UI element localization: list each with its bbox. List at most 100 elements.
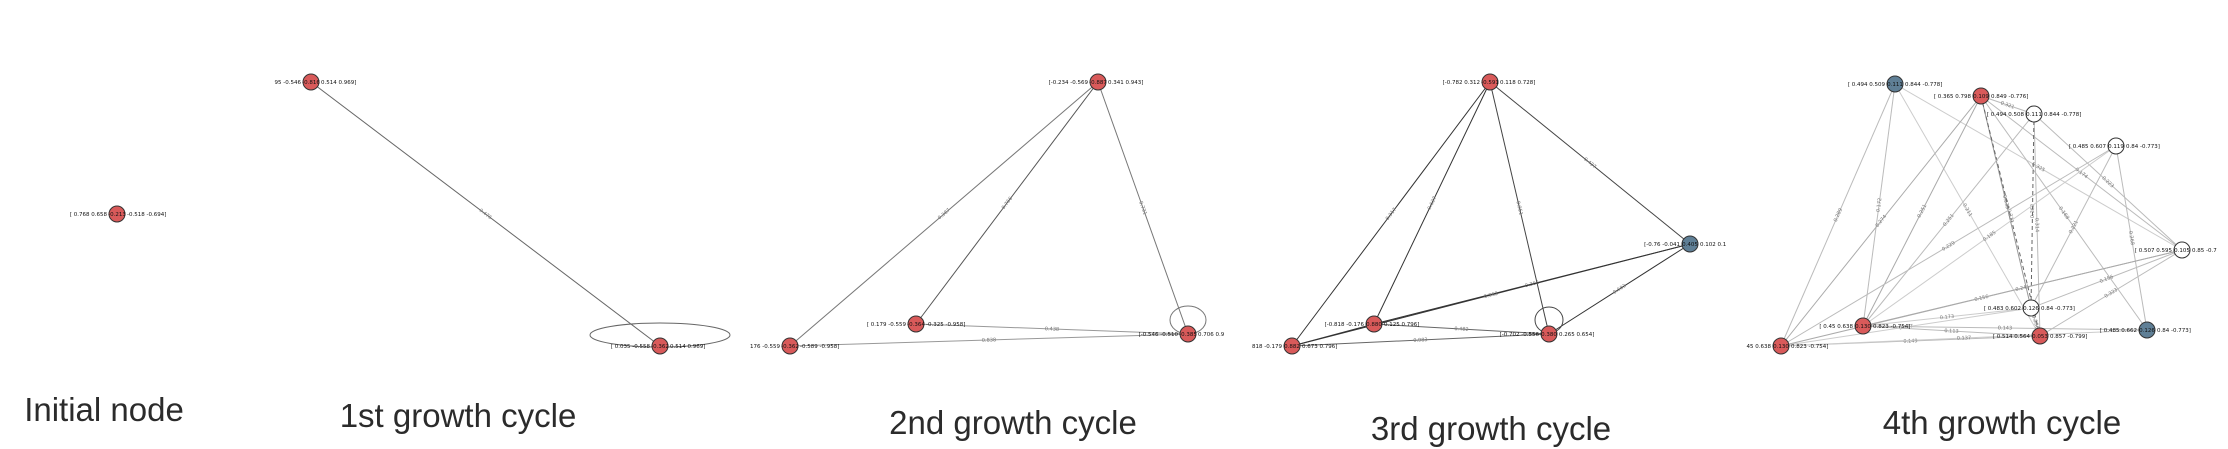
graph-node: [-0.546 -0.510 -0.385 0.706 0.9 xyxy=(1139,325,1225,343)
node-circle-red xyxy=(1972,87,1990,105)
node-circle-red xyxy=(1283,337,1301,355)
node-vector-mid: -0.362 xyxy=(651,344,669,350)
node-vector-left: 95 -0.546 xyxy=(275,80,302,86)
node-vector-mid: 0.053 xyxy=(2032,334,2048,340)
node-circle-red xyxy=(302,73,320,91)
edge-t-r xyxy=(1097,81,1189,335)
node-vector-mid: 0.105 xyxy=(2174,248,2190,254)
node-vector-mid: 0.405 xyxy=(1682,242,1698,248)
node-circle-red xyxy=(108,205,126,223)
edge-p1-p8 xyxy=(1894,83,2041,337)
graph-node: [ 0.483 0.602 0.126 0.84 -0.773] xyxy=(1984,299,2075,317)
edge-weight-label: 0.387 xyxy=(937,207,952,221)
node-vector-mid: 0.130 xyxy=(1773,344,1789,350)
edge-a-b xyxy=(310,81,661,347)
node-vector-mid: 0.880 xyxy=(1366,322,1382,328)
graph-node: [ 0.768 0.658 -0.213 -0.518 -0.694] xyxy=(70,205,166,223)
edge-weight-label: 0.211 xyxy=(1961,203,1973,218)
graph-node: [-0.782 0.312 -0.591 0.118 0.728] xyxy=(1443,73,1535,91)
edge-weight-label: 0.229 xyxy=(1941,240,1956,252)
edge-p2-p8 xyxy=(1980,95,2041,337)
edge-p2-p5 xyxy=(1980,95,2183,251)
node-vector-right: 0.673 0.796] xyxy=(1302,344,1337,350)
graph-node: [-0.818 -0.176 0.880 0.125 0.796] xyxy=(1325,315,1419,333)
edge-weight-label: 0.173 xyxy=(1940,314,1955,321)
graph-node: [ 0.365 0.798 0.109 0.849 -0.776] xyxy=(1934,87,2028,105)
panel-cycle3: 0.3170.6270.9510.4370.3660.3620.4820.983… xyxy=(1252,73,1726,447)
node-vector-mid: 0.111 xyxy=(2026,112,2042,118)
node-vector-right: 0.125 0.796] xyxy=(1384,322,1419,328)
node-vector-mid: -0.816 xyxy=(302,80,320,86)
edge-p3-p7 xyxy=(1862,113,2035,327)
node-vector-left: 176 -0.559 xyxy=(750,344,780,350)
node-circle-red xyxy=(1179,325,1197,343)
edge-weight-label: 0.185 xyxy=(1982,230,1997,243)
node-vector-right: 0.514 0.969] xyxy=(670,344,705,350)
graph-node: 95 -0.546 -0.816 0.514 0.969] xyxy=(275,73,356,91)
edge-weight-label: 0.137 xyxy=(1957,335,1972,342)
node-vector-mid: 0.109 xyxy=(1973,94,1989,100)
node-circle-red xyxy=(1089,73,1107,91)
edge-p6-p7 xyxy=(1862,307,2032,327)
edge-weight-label: 0.482 xyxy=(1454,326,1469,333)
edge-t-m xyxy=(915,81,1099,325)
node-circle-red xyxy=(1365,315,1383,333)
edge-weight-label: 0.321 xyxy=(2000,100,2015,110)
node-vector-right: -0.518 -0.694] xyxy=(127,212,166,218)
edge-r-b xyxy=(1548,243,1691,335)
edge-weight-label: 0.603 xyxy=(1612,283,1627,296)
node-vector-right: 0.102 0.1 xyxy=(1700,242,1726,248)
node-vector-right: 0.857 -0.799] xyxy=(2050,334,2087,340)
panel-title: 4th growth cycle xyxy=(1883,404,2121,441)
edge-weight-label: 0.156 xyxy=(1974,294,1989,303)
edge-p1-p7 xyxy=(1862,83,1896,327)
edge-weight-label: 0.983 xyxy=(1413,337,1428,344)
edge-weight-label: 0.127 xyxy=(1899,323,1914,331)
edge-p3-p5 xyxy=(2033,113,2183,251)
node-vector-left: [ 0.485 0.607 xyxy=(2069,144,2107,150)
edge-p5-p7 xyxy=(1862,249,2183,327)
node-vector-right: 0.849 -0.776] xyxy=(1991,94,2028,100)
node-vector-left: [ 0.035 -0.558 xyxy=(611,344,651,350)
node-circle-blue xyxy=(1886,75,1904,93)
node-circle-red xyxy=(907,315,925,333)
graph-node: [ 0.494 0.508 0.111 0.844 -0.778] xyxy=(1987,105,2081,123)
edge-weight-label: 0.438 xyxy=(1045,326,1060,333)
edge-weight-label: 0.951 xyxy=(1514,200,1523,215)
node-vector-mid: 0.126 xyxy=(2139,328,2155,334)
node-vector-right: 0.84 -0.773] xyxy=(2157,328,2191,334)
graph-node: 818 -0.179 0.882 0.673 0.796] xyxy=(1252,337,1337,355)
edge-p5-p8 xyxy=(2039,249,2183,337)
graph-node: [-0.76 -0.041 0.405 0.102 0.1 xyxy=(1644,235,1726,253)
edge-weight-label: 0.437 xyxy=(1582,157,1597,171)
node-vector-left: [ 0.365 0.798 xyxy=(1934,94,1972,100)
edge-p5-p6 xyxy=(2030,249,2183,309)
node-vector-right: 0.118 0.728] xyxy=(1500,80,1535,86)
node-vector-right: 0.823 -0.754] xyxy=(1873,324,1910,330)
edge-weight-label: 0.113 xyxy=(1944,328,1959,335)
node-vector-left: [ 0.494 0.509 xyxy=(1848,82,1886,88)
edge-weight-label: 0.838 xyxy=(982,337,996,343)
node-circle-red xyxy=(781,337,799,355)
node-vector-left: [ 0.483 0.602 xyxy=(1984,306,2021,312)
edge-weight-label: 0.268 xyxy=(2127,231,2135,246)
node-vector-mid: -0.887 xyxy=(1089,80,1107,86)
node-vector-left: [ 0.45 0.638 xyxy=(1819,324,1853,330)
edge-weight-label: 0.627 xyxy=(1427,195,1439,211)
graph-node: [ 0.485 0.607 0.119 0.84 -0.773] xyxy=(2069,137,2160,155)
edge-weight-label: 0.156 xyxy=(2099,274,2115,285)
graph-node: [-0.702 -0.556 0.380 0.265 0.654] xyxy=(1500,325,1594,343)
edge-t-b xyxy=(1489,81,1691,245)
node-vector-left: [-0.782 0.312 xyxy=(1443,80,1480,86)
edge-weight-label: 0.335 xyxy=(2001,194,2010,209)
edge-l-m xyxy=(1291,323,1375,347)
graph-node: [ 0.035 -0.558 -0.362 0.514 0.969] xyxy=(611,337,705,355)
edge-weight-label: 0.323 xyxy=(2104,287,2119,300)
edge-weight-label: 0.223 xyxy=(2100,175,2115,189)
node-vector-right: 0.844 -0.778] xyxy=(1905,82,1942,88)
node-circle-white xyxy=(2025,105,2043,123)
node-vector-mid: -0.362 xyxy=(781,344,799,350)
graph-node: [ 0.507 0.595 0.105 0.85 -0.7 xyxy=(2135,241,2217,259)
graph-node: [ 0.485 0.662 0.126 0.84 -0.773] xyxy=(2100,321,2191,339)
